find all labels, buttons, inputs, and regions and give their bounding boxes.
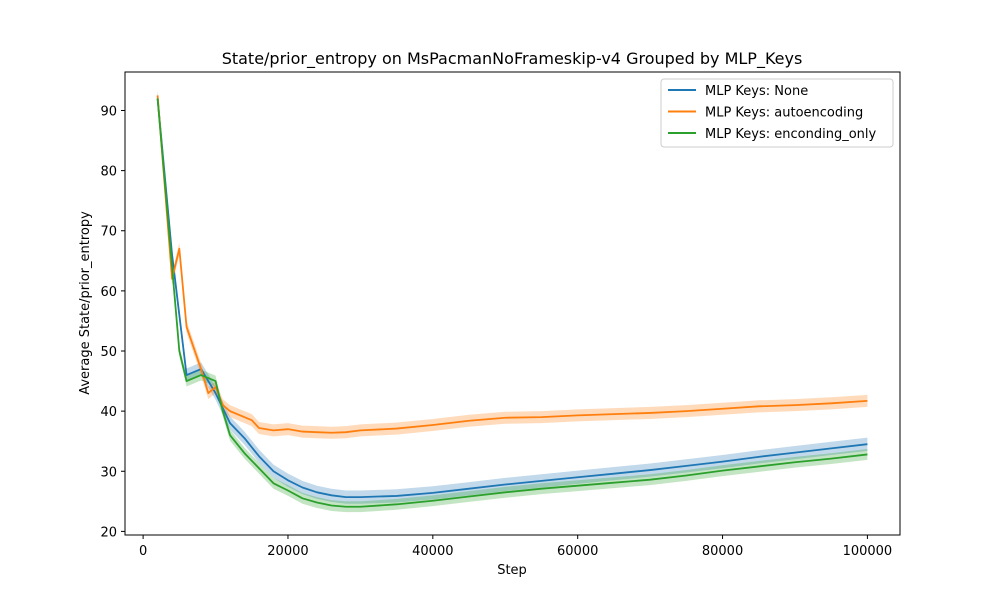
series-line-0: [156, 98, 868, 499]
y-tick-label: 50: [100, 345, 117, 360]
x-tick-label: 100000: [843, 544, 893, 559]
confidence-band-1: [157, 89, 868, 439]
legend-box: [660, 78, 894, 148]
legend-label: MLP Keys: None: [705, 84, 808, 99]
x-tick-label: 40000: [412, 544, 453, 559]
series-line-2: [156, 98, 868, 508]
y-tick-label: 70: [100, 225, 117, 240]
y-axis: 20 30 40 50 60 70 80 90: [100, 104, 125, 540]
y-tick-label: 30: [100, 465, 117, 480]
x-axis: 0 20000 40000 60000 80000 100000: [139, 535, 892, 559]
confidence-band-0: [157, 91, 868, 504]
plot-frame: [124, 71, 901, 536]
x-axis-label: Step: [497, 563, 527, 578]
x-tick-label: 60000: [557, 544, 598, 559]
x-tick-label: 80000: [702, 544, 743, 559]
series-line-1: [156, 95, 868, 434]
legend: MLP Keys: None MLP Keys: autoencoding MLP …: [660, 78, 894, 148]
confidence-band-2: [157, 93, 868, 513]
y-tick-label: 60: [100, 285, 117, 300]
x-tick-label: 20000: [267, 544, 308, 559]
series-lines: [156, 95, 868, 508]
x-tick-label: 0: [139, 544, 147, 559]
y-tick-label: 20: [100, 525, 117, 540]
chart-title: State/prior_entropy on MsPacmanNoFramesk…: [222, 49, 803, 69]
confidence-bands: [157, 89, 868, 513]
legend-label: MLP Keys: enconding_only: [705, 127, 877, 142]
y-tick-label: 40: [100, 405, 117, 420]
legend-label: MLP Keys: autoencoding: [705, 106, 863, 121]
y-axis-label: Average State/prior_entropy: [78, 211, 93, 395]
y-tick-label: 90: [100, 104, 117, 119]
y-tick-label: 80: [100, 165, 117, 180]
